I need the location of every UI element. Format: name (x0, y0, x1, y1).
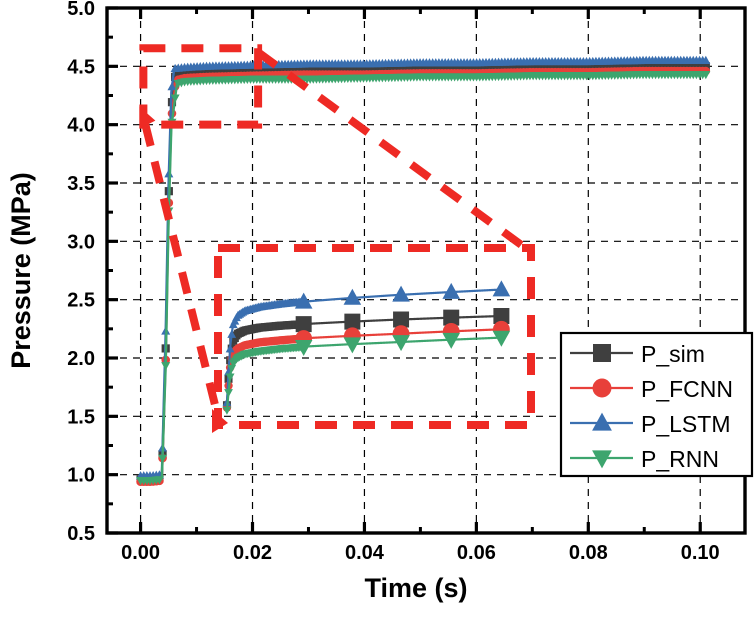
inset-series-marker-large (442, 332, 461, 349)
y-tick-label: 5.0 (67, 0, 95, 20)
inset-series-marker-large (344, 313, 361, 330)
x-tick-label: 0.06 (457, 542, 496, 564)
callout-connector-right (255, 49, 534, 256)
y-tick-label: 3.5 (67, 173, 95, 195)
legend-marker-triangle-up-icon (592, 412, 612, 431)
x-tick-label: 0.10 (681, 542, 720, 564)
legend-item-p-rnn[interactable]: P_RNN (570, 446, 719, 472)
legend: P_sim P_FCNN P_LSTM P_RNN (559, 331, 754, 478)
inset-series-marker-large (392, 335, 410, 352)
legend-label: P_LSTM (641, 411, 730, 437)
callout-connector-left (141, 123, 224, 426)
inset-series-marker-large (392, 285, 410, 302)
x-tick-label: 0.04 (345, 542, 385, 564)
series-marker (170, 94, 180, 103)
legend-label: P_RNN (641, 446, 719, 472)
legend-box (559, 331, 754, 478)
inset-series-marker-large (443, 309, 460, 326)
axis-ticks (107, 6, 702, 535)
y-tick-label: 4.0 (67, 115, 95, 137)
legend-item-p-lstm[interactable]: P_LSTM (570, 411, 730, 437)
y-tick-label: 1.0 (67, 465, 95, 487)
inset-series-marker-large (492, 280, 511, 297)
inset-series-marker (222, 406, 232, 415)
y-tick-label: 3.0 (67, 231, 95, 253)
series-marker (701, 71, 711, 80)
y-tick-label: 1.5 (67, 406, 95, 428)
inset-series-marker-large (442, 282, 461, 299)
series-marker (161, 362, 171, 371)
inset-plot (222, 280, 511, 415)
y-axis-label: Pressure (MPa) (6, 172, 36, 369)
inset-series-marker (224, 389, 233, 398)
series-p-rnn (136, 71, 711, 486)
inset-series-p-rnn (222, 330, 511, 415)
inset-series-marker-large (493, 307, 510, 324)
inset-series-marker-large (295, 316, 312, 333)
y-tick-label: 2.0 (67, 348, 95, 370)
x-tick-label: 0.02 (233, 542, 272, 564)
series-marker (167, 82, 177, 91)
callout-arrowhead-upper (139, 106, 156, 129)
inset-series-marker-large (343, 337, 362, 354)
legend-item-p-sim[interactable]: P_sim (570, 341, 705, 367)
series-marker (701, 55, 711, 64)
inset-series-marker-large (343, 288, 362, 305)
callout-source-box (139, 44, 263, 129)
callout-inset-box-top (214, 244, 535, 429)
inset-series-p-sim (222, 307, 510, 410)
inset-series-marker-large (294, 340, 313, 357)
inset-series-marker (225, 373, 235, 382)
data-series-group (136, 55, 711, 486)
y-tick-label: 4.5 (67, 56, 95, 78)
x-tick-label: 0.08 (569, 542, 608, 564)
y-tick-label: 0.5 (67, 523, 95, 545)
inset-series-marker (227, 364, 237, 373)
y-tick-label: 2.5 (67, 290, 95, 312)
series-marker (158, 454, 168, 463)
legend-label: P_sim (641, 341, 705, 367)
legend-marker-circle-icon (592, 378, 612, 398)
legend-label: P_FCNN (641, 376, 733, 402)
series-marker (154, 476, 164, 485)
inset-series-marker-large (393, 311, 410, 328)
inset-series-marker (227, 329, 237, 338)
inset-series-marker-large (294, 292, 313, 309)
legend-marker-square-icon (593, 344, 611, 362)
legend-marker-triangle-down-icon (592, 450, 612, 469)
inset-series-marker-large (492, 330, 511, 347)
legend-item-p-fcnn[interactable]: P_FCNN (570, 376, 733, 402)
inset-series-marker (225, 344, 235, 353)
x-tick-label: 0.00 (121, 542, 160, 564)
x-axis-label: Time (s) (364, 573, 467, 603)
